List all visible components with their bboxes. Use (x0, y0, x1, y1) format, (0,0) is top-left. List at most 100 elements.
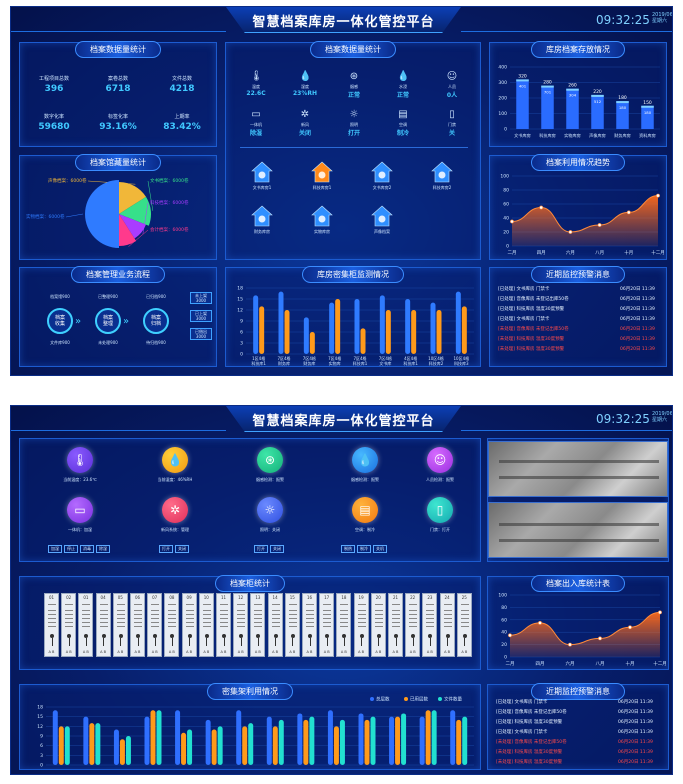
cabinet-unit[interactable]: 19 A B (353, 593, 369, 657)
camera-feed-2[interactable] (488, 502, 668, 558)
water-icon[interactable]: 💧 (397, 71, 410, 82)
cabinet-unit[interactable]: 17 A B (319, 593, 335, 657)
cabinet-unit[interactable]: 14 A B (267, 593, 283, 657)
smoke-icon[interactable]: ⊛ (257, 447, 283, 473)
flow-node[interactable]: 档案 收集 (47, 308, 73, 334)
fan-icon[interactable]: ✲ (162, 497, 188, 523)
cabinet-unit[interactable]: 23 A B (422, 593, 438, 657)
cabinet-unit[interactable]: 01 A B (44, 593, 59, 657)
stat-label: 标签化率 (107, 114, 129, 120)
house-icon[interactable] (251, 161, 273, 183)
water-icon[interactable]: 💧 (352, 447, 378, 473)
cabinet-unit[interactable]: 16 A B (302, 593, 317, 657)
alert-text[interactable]: [已处理] 科技库房 温度30度预警 (496, 720, 563, 725)
person-icon[interactable]: ☺ (446, 71, 458, 82)
device-control-button[interactable]: 关闭 (175, 545, 189, 553)
device-control-button[interactable]: 打开 (254, 545, 268, 553)
inner-label: 401 (519, 83, 527, 88)
house-icon[interactable] (251, 205, 273, 227)
door-icon[interactable]: ▯ (427, 497, 453, 523)
cabinet-unit[interactable]: 13 A B (250, 593, 266, 657)
environment-panel: 档案数据量统计 🌡 温度 22.6C 💧 湿度 23%RH ⊛ 烟感 正常 💧 水浸 正常 ☺ 人员 0人 ▭… (225, 41, 481, 260)
thermometer-icon[interactable]: 🌡 (67, 447, 93, 473)
x-tick-label: 八月 (595, 250, 604, 256)
door-icon[interactable]: ▯ (449, 109, 455, 120)
cabinet-number: 21 (392, 595, 399, 600)
cabinet-unit[interactable]: 21 A B (388, 593, 403, 657)
bar (461, 306, 467, 354)
house-icon[interactable] (371, 205, 393, 227)
alert-text[interactable]: [已处理] 音像库房 未登记出库50卷 (496, 710, 567, 715)
device-control-button[interactable]: 关机 (373, 545, 387, 553)
cabinet-unit[interactable]: 04 A B (95, 593, 111, 657)
dense-cabinet-panel: 库房密集柜监测情况 0 3 6 9 12 15 18 1区4格 科技库1 7区4格 财务库 7区4格财… (225, 266, 481, 367)
alert-text[interactable]: [已处理] 文书库房 门禁卡 (498, 317, 550, 322)
alert-text[interactable]: [已处理] 文书库房 门禁卡 (498, 287, 550, 292)
camera-feed-1[interactable] (488, 441, 668, 497)
cabinet-unit[interactable]: 10 A B (198, 593, 214, 657)
light-icon[interactable]: ☼ (349, 109, 359, 120)
x-tick-label: 4区4格 (404, 355, 417, 361)
cabinet-unit[interactable]: 08 A B (164, 593, 180, 657)
alert-text[interactable]: [已处理] 音像库房 未登记出库50卷 (498, 297, 569, 302)
device-control-button[interactable]: 制冷 (357, 545, 371, 553)
cabinet-slot (409, 604, 418, 605)
house-icon[interactable] (371, 161, 393, 183)
fan-icon[interactable]: ✲ (300, 109, 310, 120)
alert-text[interactable]: [已处理] 文书库房 门禁卡 (496, 700, 548, 705)
alert-text[interactable]: [未处理] 科技库房 温度30度预警 (498, 347, 565, 352)
flow-node[interactable]: 档案 归档 (143, 308, 169, 334)
cabinet-unit[interactable]: 01 A B (78, 593, 94, 657)
alert-text[interactable]: [未处理] 音像库房 未登记出库50卷 (498, 327, 569, 332)
humidity-icon[interactable]: 💧 (162, 447, 188, 473)
cabinet-unit[interactable]: 06 A B (130, 593, 145, 657)
humidity-icon[interactable]: 💧 (299, 71, 312, 82)
smoke-icon[interactable]: ⊛ (349, 71, 359, 82)
cabinet-unit[interactable]: 11 A B (216, 593, 231, 657)
person-icon[interactable]: ☺ (427, 447, 453, 473)
thermometer-icon[interactable]: 🌡 (250, 71, 263, 82)
device-control-button[interactable]: 加湿 (48, 545, 62, 553)
house-icon[interactable] (311, 161, 333, 183)
data-label: 220 (593, 89, 602, 95)
device-value: 0人 (446, 92, 458, 99)
cabinet-slot (460, 626, 469, 627)
cabinet-unit[interactable]: 05 A B (112, 593, 128, 657)
device-control-button[interactable]: 打开 (159, 545, 173, 553)
cabinet-unit[interactable]: 12 A B (233, 593, 249, 657)
cabinet-unit[interactable]: 09 A B (181, 593, 197, 657)
cabinet-unit[interactable]: 07 A B (147, 593, 163, 657)
house-badge (318, 215, 326, 223)
device-label: 当前湿度：46%RH (157, 477, 193, 482)
device-control-button[interactable]: 除湿 (96, 545, 110, 553)
device-control-button[interactable]: 关闭 (270, 545, 284, 553)
cabinet-handle-icon (273, 634, 278, 638)
cabinet-unit[interactable]: 15 A B (284, 593, 300, 657)
x-tick-label: 1区4格 (252, 355, 265, 361)
house-icon[interactable] (311, 205, 333, 227)
purifier-icon[interactable]: ▭ (251, 109, 261, 120)
light-icon[interactable]: ☼ (257, 497, 283, 523)
cabinet-slot (202, 604, 211, 605)
cabinet-unit[interactable]: 25 A B (456, 593, 472, 657)
cabinet-unit[interactable]: 02 A B (61, 593, 77, 657)
cabinet-unit[interactable]: 24 A B (439, 593, 455, 657)
cabinet-unit[interactable]: 20 A B (370, 593, 386, 657)
alert-text[interactable]: [已处理] 科技库房 温度30度预警 (498, 307, 565, 312)
device-control-button[interactable]: 停止 (64, 545, 78, 553)
alert-text[interactable]: [未处理] 音像库房 未登记出库50卷 (496, 740, 567, 745)
alert-text[interactable]: [未处理] 科技库房 温度30度预警 (496, 760, 563, 765)
alert-text[interactable]: [已处理] 文书库房 门禁卡 (496, 730, 548, 735)
house-icon[interactable] (431, 161, 453, 183)
device-control-button[interactable]: 消毒 (80, 545, 94, 553)
alert-text[interactable]: [未处理] 科技库房 温度30度预警 (496, 750, 563, 755)
aircon-icon[interactable]: ▤ (352, 497, 378, 523)
purifier-icon[interactable]: ▭ (67, 497, 93, 523)
flow-node[interactable]: 档案 整理 (95, 308, 121, 334)
y-tick-label: 9 (240, 319, 243, 325)
device-control-button[interactable]: 制热 (341, 545, 355, 553)
cabinet-unit[interactable]: 22 A B (405, 593, 421, 657)
alert-text[interactable]: [未处理] 科技库房 温度30度预警 (498, 337, 565, 342)
aircon-icon[interactable]: ▤ (398, 109, 408, 120)
cabinet-unit[interactable]: 18 A B (336, 593, 352, 657)
